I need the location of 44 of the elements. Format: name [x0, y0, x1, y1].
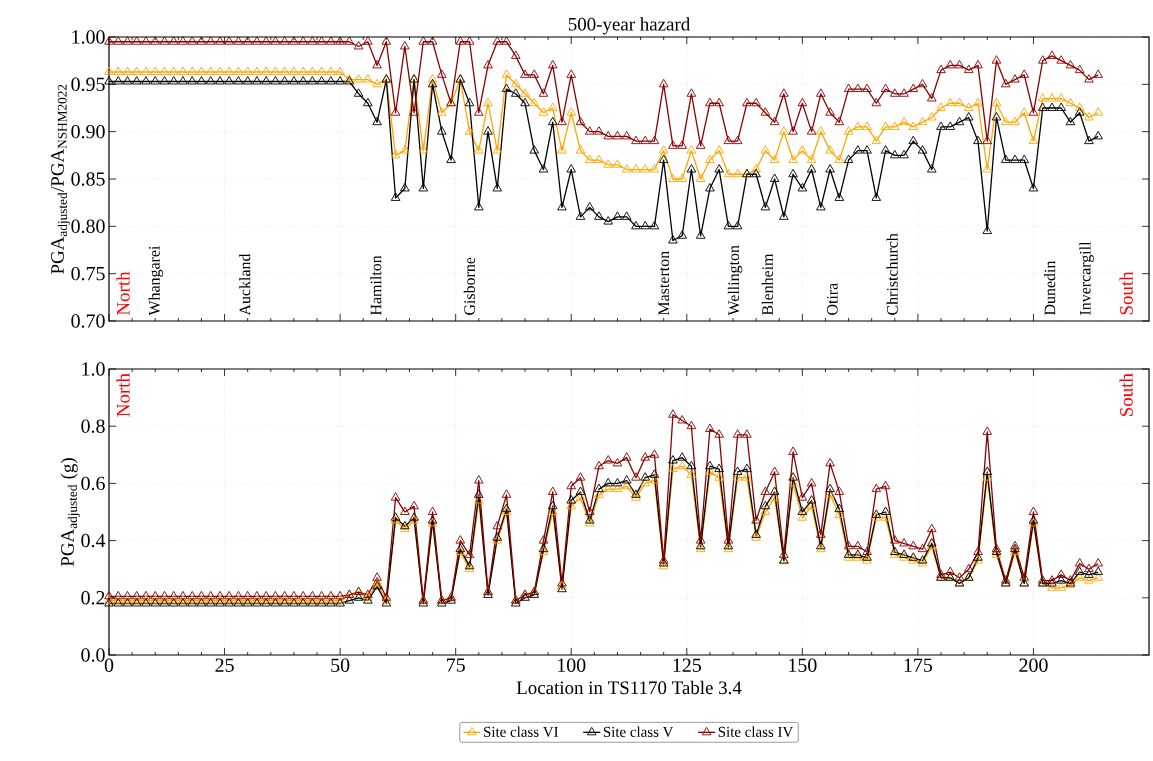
- legend-label: Site class V: [603, 726, 674, 737]
- y-tick-label: 0.4: [81, 533, 106, 548]
- annotation: North: [116, 373, 130, 417]
- x-tick-label: 175: [904, 658, 933, 672]
- y-tick-label: 0.0: [81, 648, 105, 662]
- y-tick-label: 0.70: [71, 314, 105, 328]
- y-axis-title: PGA$_{adjusted}$ (g): [60, 458, 80, 567]
- x-tick-label: 100: [558, 658, 586, 672]
- x-tick-label: 0: [104, 658, 114, 672]
- annotation: Wellington: [727, 245, 743, 316]
- annotation: Dunedin: [1044, 260, 1056, 316]
- annotation: South: [1119, 373, 1133, 416]
- y-tick-label: 0.6: [81, 476, 105, 491]
- chart-title: 500-year hazard: [568, 17, 690, 35]
- y-tick-label: 0.95: [71, 77, 105, 92]
- annotation: Auckland: [239, 253, 251, 316]
- annotation: Gisborne: [463, 257, 475, 315]
- annotation: Christchurch: [886, 233, 898, 315]
- y-tick-label: 0.80: [71, 219, 105, 234]
- annotation: Hamilton: [370, 255, 382, 316]
- x-tick-label: 25: [215, 658, 234, 672]
- x-axis-title: Location in TS1170 Table 3.4: [516, 680, 742, 695]
- y-tick-label: 0.75: [71, 266, 105, 281]
- x-tick-label: 150: [789, 658, 817, 672]
- y-tick-label: 1.0: [82, 362, 105, 376]
- y-tick-label: 0.2: [81, 591, 105, 605]
- annotation: Blenheim: [761, 253, 773, 316]
- annotation: North: [116, 271, 130, 315]
- y-tick-label: 0.90: [71, 124, 105, 139]
- x-tick-label: 200: [1019, 658, 1048, 672]
- y-axis-title: PGA$_{adjusted}$/PGA$_{NSHM2022}$: [51, 84, 70, 274]
- legend-label: Site class VI: [484, 726, 559, 737]
- x-tick-label: 75: [447, 658, 465, 672]
- y-tick-label: 0.8: [81, 419, 105, 433]
- annotation: South: [1119, 271, 1133, 315]
- annotation: Otira: [826, 283, 838, 315]
- y-tick-label: 0.85: [71, 172, 105, 186]
- legend-label: Site class IV: [718, 726, 794, 737]
- y-tick-label: 1.00: [72, 30, 105, 44]
- x-tick-label: 50: [331, 658, 350, 672]
- annotation: Invercargill: [1079, 241, 1094, 315]
- x-tick-label: 125: [673, 658, 701, 672]
- annotation: Masterton: [658, 251, 670, 316]
- annotation: Whangarei: [148, 245, 164, 316]
